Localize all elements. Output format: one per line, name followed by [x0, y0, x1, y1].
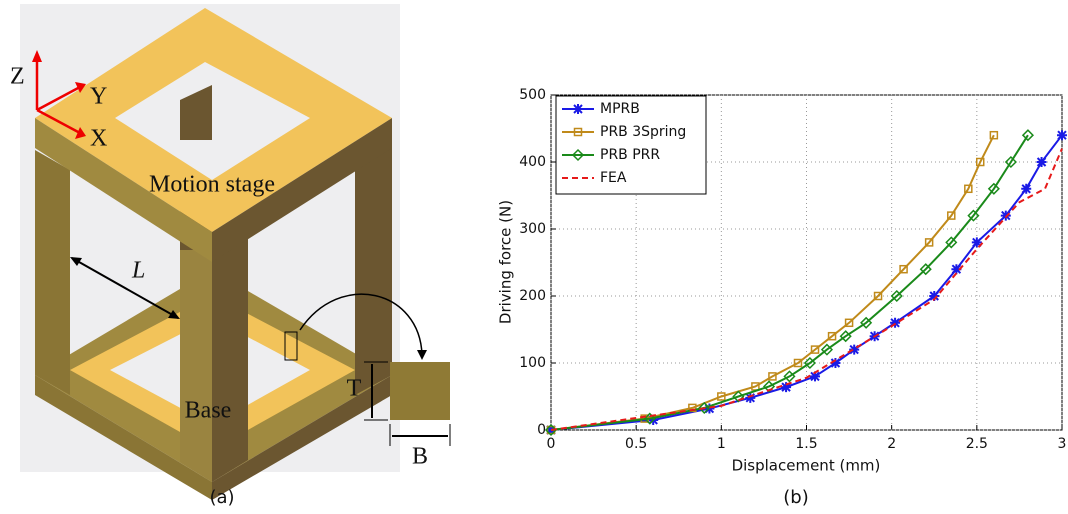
y-tick-label: 300 [519, 221, 546, 237]
arrowhead [417, 350, 427, 360]
dimension-label: B [412, 444, 428, 470]
y-tick-label: 200 [519, 288, 546, 304]
chart: (b) Displacement (mm) Driving force (N) … [497, 87, 1068, 508]
cross-section [390, 362, 450, 420]
legend-label: MPRB [600, 101, 640, 117]
marker [1057, 130, 1067, 140]
y-axis-label: Driving force (N) [497, 200, 515, 324]
marker [1037, 157, 1047, 167]
x-tick-label: 1.5 [795, 436, 817, 452]
dimension-label: L [131, 258, 145, 284]
x-tick-label: 0.5 [625, 436, 647, 452]
caption: (b) [783, 487, 808, 508]
x-tick-label: 0 [547, 436, 556, 452]
legend-label: PRB 3Spring [600, 124, 686, 140]
leg [180, 250, 212, 482]
dimension-label: T [347, 376, 362, 402]
leg [35, 150, 70, 395]
axis-label: X [90, 126, 107, 152]
y-tick-label: 400 [519, 154, 546, 170]
part-label: Base [185, 398, 232, 424]
y-tick-label: 100 [519, 355, 546, 371]
legend-label: FEA [600, 170, 627, 186]
leg [355, 130, 392, 395]
x-tick-label: 1 [717, 436, 726, 452]
marker [1001, 211, 1011, 221]
legend-label: PRB PRR [600, 147, 660, 163]
caption: (a) [209, 487, 234, 508]
x-tick-label: 2 [887, 436, 896, 452]
x-tick-label: 2.5 [966, 436, 988, 452]
y-tick-label: 0 [537, 422, 546, 438]
y-tick-label: 500 [519, 87, 546, 103]
illustration: Z Y X Motion stage Base L T B (a) [10, 4, 450, 508]
part-label: Motion stage [149, 172, 275, 198]
axis-label: Z [10, 64, 25, 90]
x-axis-label: Displacement (mm) [732, 457, 881, 475]
axis-label: Y [90, 84, 107, 110]
marker [1021, 184, 1031, 194]
x-tick-label: 3 [1058, 436, 1067, 452]
leg [212, 230, 248, 482]
figure: Z Y X Motion stage Base L T B (a) (b) Di… [0, 0, 1068, 514]
marker [573, 104, 583, 114]
